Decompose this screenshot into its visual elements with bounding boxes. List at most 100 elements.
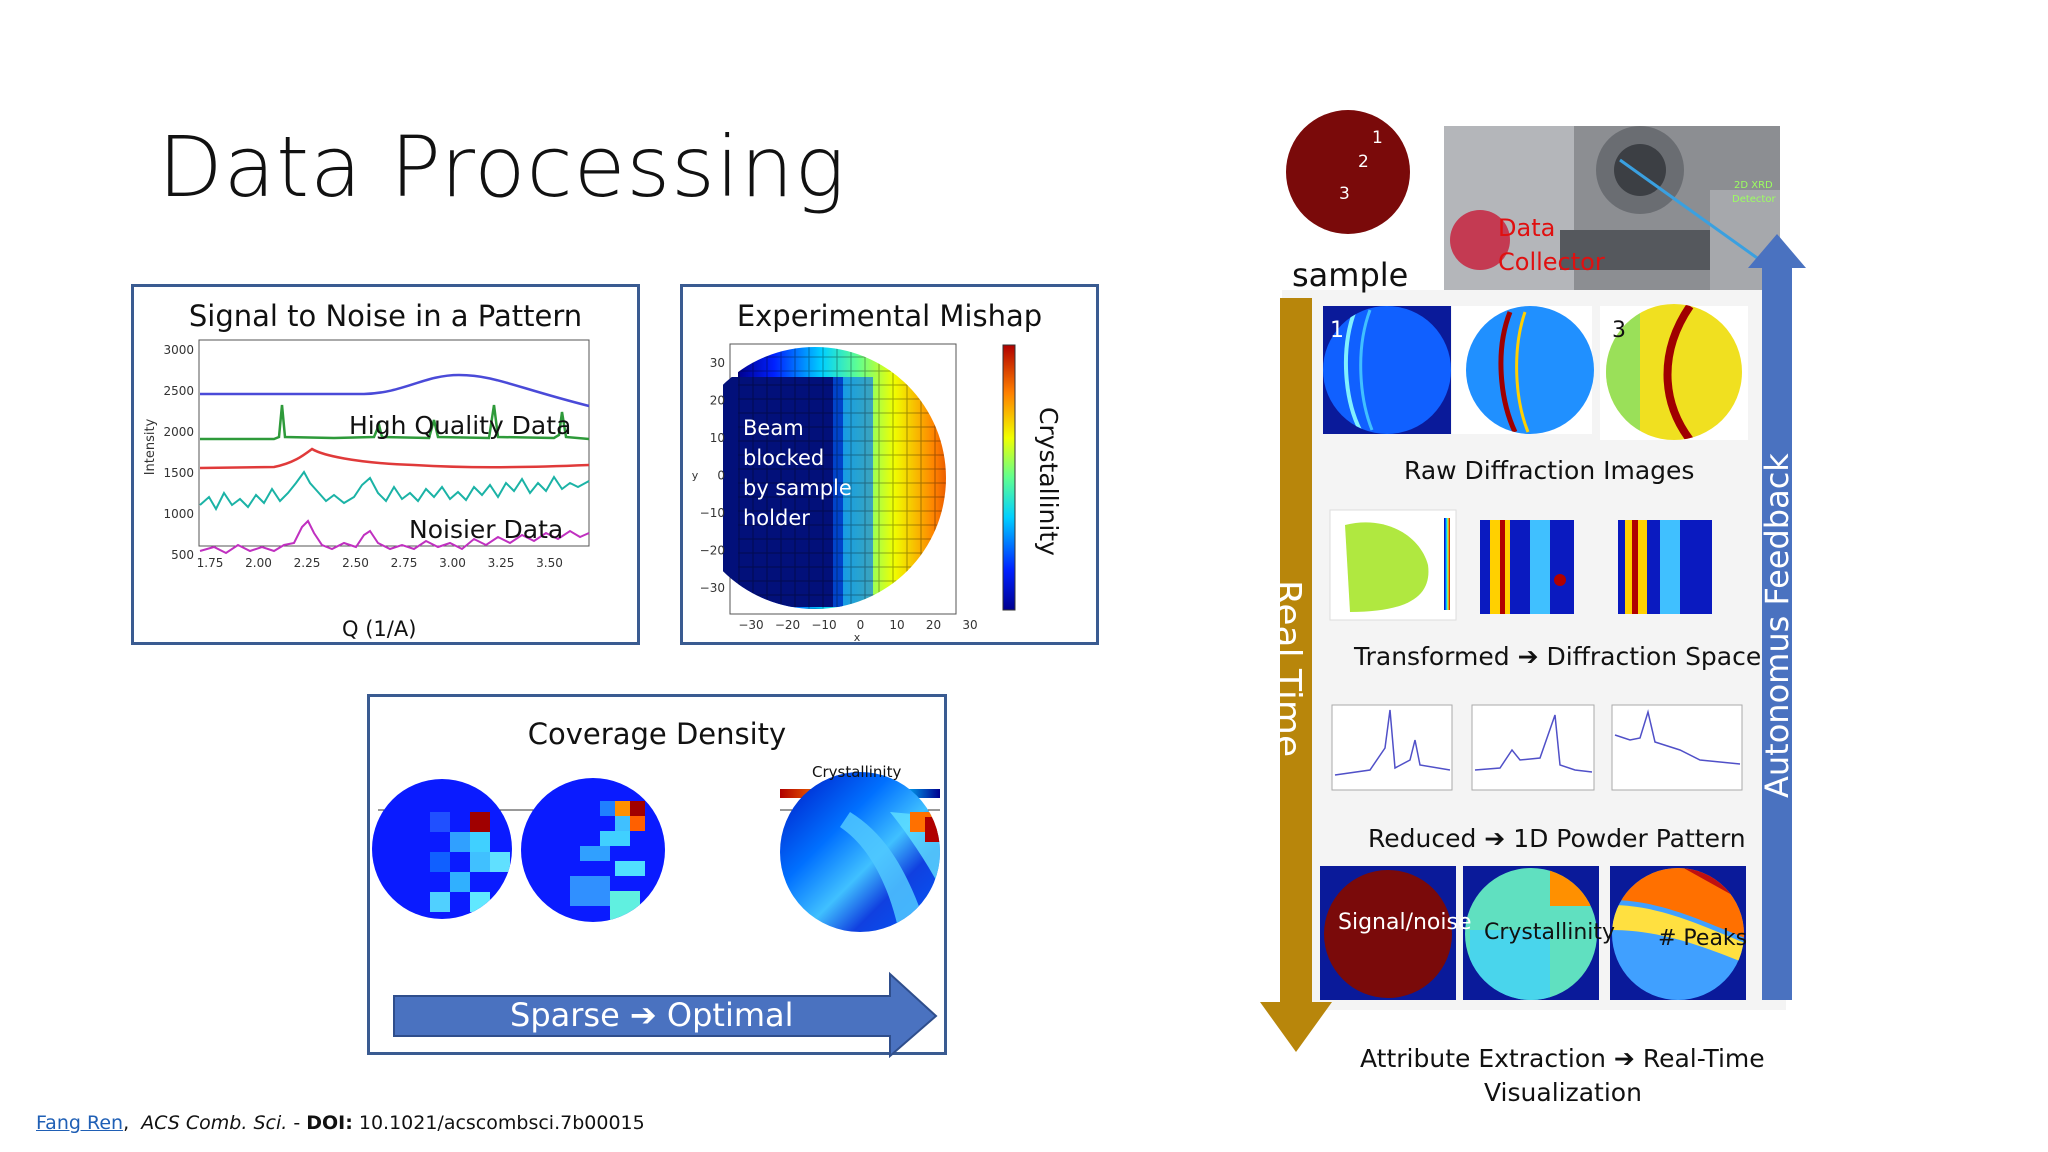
snr-xtick: 2.25 xyxy=(294,556,321,570)
coverage-map-sparse xyxy=(372,779,512,919)
coverage-panel: Coverage Density xyxy=(367,694,947,1058)
snr-xtick: 3.50 xyxy=(536,556,563,570)
snr-ytick: 3000 xyxy=(163,343,194,357)
coverage-plots xyxy=(372,772,940,1058)
raw-image-2 xyxy=(1452,306,1594,434)
journal: ACS Comb. Sci. xyxy=(141,1112,288,1134)
snr-blue-series xyxy=(200,373,590,408)
doi-label: DOI: xyxy=(306,1112,353,1134)
snr-cyan-series xyxy=(199,470,590,512)
detector-label-2: Detector xyxy=(1732,194,1776,205)
transformed-image-2 xyxy=(1480,520,1574,614)
citation: Fang Ren, ACS Comb. Sci. - DOI: 10.1021/… xyxy=(36,1112,645,1134)
snr-ytick: 1000 xyxy=(163,507,194,521)
mishap-annotation-line: Beam xyxy=(743,416,804,440)
mishap-xtick: 0 xyxy=(857,618,865,632)
mishap-ytick: 20 xyxy=(710,394,725,408)
mishap-xtick: −20 xyxy=(775,618,800,632)
mishap-xtick: −30 xyxy=(738,618,763,632)
mishap-ytick: 0 xyxy=(717,469,725,483)
snr-ytick: 1500 xyxy=(163,466,194,480)
snr-xlabel: Q (1/A) xyxy=(342,617,417,641)
attr-map-snr xyxy=(1320,866,1456,1000)
snr-magenta-series xyxy=(199,519,590,555)
sample-wafer xyxy=(1286,110,1410,234)
sample-label: sample xyxy=(1292,256,1409,294)
collector-label-2: Collector xyxy=(1498,248,1605,276)
mishap-ytick: −10 xyxy=(700,506,725,520)
raw-label: Raw Diffraction Images xyxy=(1404,456,1695,485)
reduced-right: 1D Powder Pattern xyxy=(1513,824,1746,853)
doi-value: 10.1021/acscombsci.7b00015 xyxy=(352,1112,645,1134)
attr-map-peaks xyxy=(1610,866,1746,1000)
reduced-pattern-1 xyxy=(1331,704,1453,791)
sample-point-3: 3 xyxy=(1339,184,1350,204)
mishap-xtick: 30 xyxy=(962,618,977,632)
arrow-right-icon: ➔ xyxy=(1484,824,1506,853)
mishap-annotation-line: holder xyxy=(743,506,810,530)
coverage-arrow xyxy=(393,971,938,1058)
arrow-right-icon: ➔ xyxy=(1613,1044,1635,1073)
extraction-left: Attribute Extraction xyxy=(1360,1044,1606,1073)
transformed-label: Transformed ➔ Diffraction Space xyxy=(1354,642,1761,671)
snr-xtick: 3.00 xyxy=(439,556,466,570)
transformed-image-1 xyxy=(1329,509,1457,621)
detector-label-1: 2D XRD xyxy=(1734,180,1773,191)
mishap-panel: Experimental Mishap 3 xyxy=(680,284,1099,645)
mishap-colorbar xyxy=(1002,344,1016,611)
snr-ytick: 500 xyxy=(171,548,194,562)
reduced-left: Reduced xyxy=(1368,824,1477,853)
mishap-ytick: −30 xyxy=(700,581,725,595)
reduced-pattern-3 xyxy=(1611,704,1743,791)
mishap-ytick: 30 xyxy=(710,356,725,370)
transformed-right: Diffraction Space xyxy=(1546,642,1762,671)
coverage-title: Coverage Density xyxy=(527,717,787,751)
snr-panel: Signal to Noise in a Pattern 3000 2500 200… xyxy=(131,284,640,645)
mishap-ylabel: y xyxy=(692,469,699,482)
coverage-map-optimal xyxy=(780,772,940,932)
mishap-annotation-line: blocked xyxy=(743,446,825,470)
snr-plot: 3000 2500 2000 1500 1000 500 1.75 2.00 2.25 2.50… xyxy=(143,339,590,570)
mishap-xtick: −10 xyxy=(811,618,836,632)
feedback-arrow xyxy=(1748,234,1806,1000)
snr-xtick: 2.75 xyxy=(391,556,418,570)
attr-map-crystallinity xyxy=(1463,866,1599,1000)
raw-number-1: 1 xyxy=(1330,318,1344,343)
arrow-right-icon: ➔ xyxy=(1517,642,1539,671)
attr-label-peaks: # Peaks xyxy=(1658,926,1748,951)
coverage-arrow-right: Optimal xyxy=(666,996,794,1034)
extraction-label: Attribute Extraction ➔ Real-Time xyxy=(1360,1044,1765,1073)
mishap-ytick: −20 xyxy=(700,544,725,558)
extraction-line2: Visualization xyxy=(1484,1078,1642,1107)
mishap-annotation-line: by sample xyxy=(743,476,852,500)
mishap-xtick: 10 xyxy=(889,618,904,632)
attr-label-crystallinity: Crystallinity xyxy=(1484,920,1616,945)
transformed-image-3 xyxy=(1618,520,1712,614)
realtime-label: Real Time xyxy=(1267,580,1308,758)
raw-image-3 xyxy=(1600,304,1748,440)
sample-point-2: 2 xyxy=(1358,152,1369,172)
coverage-arrow-label: Sparse ➔ Optimal xyxy=(510,996,794,1034)
reduced-pattern-2 xyxy=(1471,704,1595,791)
attr-label-snr: Signal/noise xyxy=(1338,910,1472,935)
snr-xtick: 2.50 xyxy=(342,556,369,570)
slide-title: Data Processing xyxy=(158,118,846,216)
reduced-label: Reduced ➔ 1D Powder Pattern xyxy=(1368,824,1746,853)
snr-high-label: High Quality Data xyxy=(349,411,572,440)
snr-ylabel: Intensity xyxy=(143,418,158,475)
mishap-annotation: Beam blocked by sample holder xyxy=(743,413,852,533)
snr-title: Signal to Noise in a Pattern xyxy=(188,299,583,333)
snr-xtick: 1.75 xyxy=(197,556,224,570)
feedback-label: Autonomus Feedback xyxy=(1758,453,1796,798)
realtime-arrow xyxy=(1260,298,1332,1052)
data-collector-photo xyxy=(1444,126,1780,290)
raw-number-3: 3 xyxy=(1612,318,1626,343)
coverage-colorbar-label: Crystallinity xyxy=(812,763,902,781)
snr-red-series xyxy=(199,447,590,470)
snr-xtick: 2.00 xyxy=(245,556,272,570)
collector-label-1: Data xyxy=(1498,214,1556,242)
mishap-xtick: 20 xyxy=(926,618,941,632)
author-link[interactable]: Fang Ren xyxy=(36,1112,124,1134)
mishap-xlabel: x xyxy=(854,631,861,644)
